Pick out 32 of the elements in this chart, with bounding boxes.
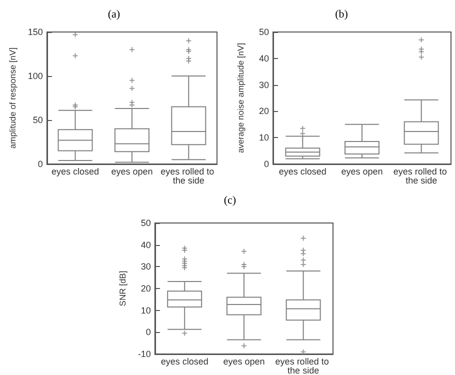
x-tick-label: eyes rolled to the side [393,166,450,186]
x-tick-label: eyes open [341,166,383,176]
y-tick-label: 10 [258,132,269,143]
y-axis-title: amplitude of response [nV] [8,47,18,149]
y-tick-label: 50 [140,218,151,228]
y-tick-label: 20 [258,106,269,116]
y-tick-label: 150 [28,27,43,37]
y-axis-title: average noise amplitude [nV] [236,42,246,154]
y-tick-label: 0 [38,159,43,169]
chart-title: (a) [108,8,120,20]
chart-title: (b) [335,8,348,20]
x-tick-label: eyes closed [52,166,100,176]
y-tick-label: 50 [258,27,269,37]
y-tick-label: -10 [138,349,151,359]
y-tick-label: 100 [28,71,43,81]
y-tick-label: 30 [258,80,269,90]
y-axis-title: SNR [dB] [118,270,128,306]
x-tick-label: eyes closed [278,166,326,176]
y-tick-label: 0 [264,159,269,169]
y-tick-label: 40 [258,53,269,64]
y-tick-label: 20 [140,284,151,294]
y-tick-label: 50 [32,115,43,125]
chart-title: (c) [224,194,236,206]
x-tick-label: eyes open [111,166,153,176]
x-tick-label: eyes rolled to the side [160,166,217,186]
x-tick-label: eyes closed [160,356,208,366]
y-tick-label: 10 [140,305,151,316]
x-tick-label: eyes open [223,356,265,366]
y-tick-label: 0 [146,327,151,338]
x-tick-label: eyes rolled to the side [275,356,332,375]
y-tick-label: 40 [140,240,151,250]
y-tick-label: 30 [140,262,151,272]
